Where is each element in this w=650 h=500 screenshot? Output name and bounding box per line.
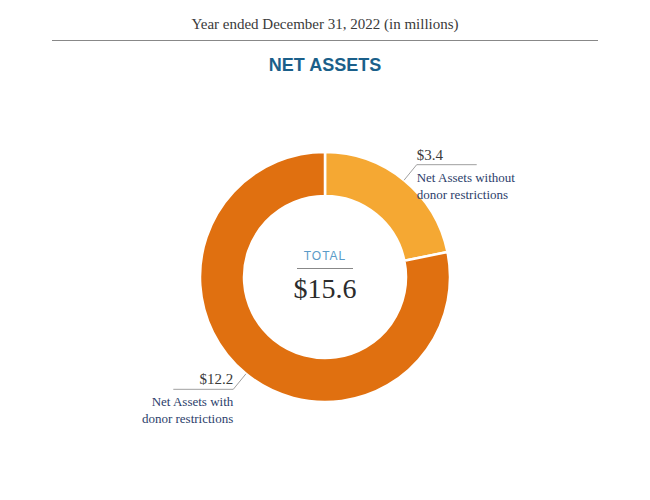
html-text:$15.6: $15.6	[293, 273, 357, 304]
svg-text:$12.2: $12.2	[200, 371, 234, 387]
svg-text:donor restrictions: donor restrictions	[142, 411, 233, 426]
html-text:NET ASSETS: NET ASSETS	[268, 55, 382, 75]
svg-text:Net Assets with: Net Assets with	[152, 394, 234, 409]
svg-text:donor restrictions: donor restrictions	[417, 187, 508, 202]
svg-text:$3.4: $3.4	[417, 147, 444, 163]
html-text:Year ended December 31, 2022 (: Year ended December 31, 2022 (in million…	[191, 16, 459, 32]
html-text:TOTAL: TOTAL	[303, 249, 347, 263]
svg-text:Net Assets without: Net Assets without	[417, 170, 516, 185]
